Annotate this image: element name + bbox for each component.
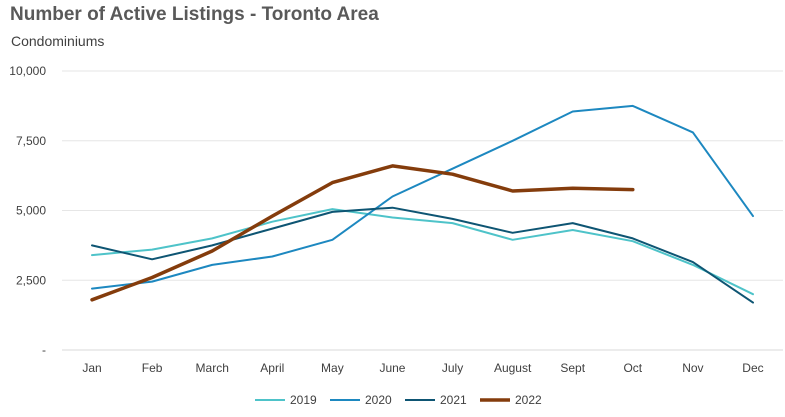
y-tick-label: 2,500 <box>16 273 46 287</box>
x-tick-label: April <box>260 361 284 375</box>
series-line-2020 <box>91 104 754 290</box>
y-tick-label: 5,000 <box>16 204 46 218</box>
series-line-2021 <box>91 206 754 304</box>
series-line-2019 <box>91 208 754 296</box>
gridlines <box>62 70 783 351</box>
y-tick-label: 7,500 <box>16 134 46 148</box>
y-tick-label: - <box>42 343 46 357</box>
x-tick-label: May <box>321 361 344 375</box>
series-line-2022 <box>90 164 635 302</box>
x-tick-label: Feb <box>142 361 163 375</box>
legend-label-2022: 2022 <box>515 393 542 407</box>
legend-label-2021: 2021 <box>440 393 467 407</box>
x-tick-label: Dec <box>742 361 763 375</box>
x-tick-label: Nov <box>682 361 703 375</box>
x-tick-label: Sept <box>560 361 585 375</box>
y-tick-label: 10,000 <box>9 64 46 78</box>
chart-title: Number of Active Listings - Toronto Area <box>10 4 379 25</box>
chart-subtitle: Condominiums <box>11 33 105 49</box>
series-lines <box>90 104 754 304</box>
x-tick-label: Jan <box>82 361 101 375</box>
legend-label-2019: 2019 <box>290 393 317 407</box>
x-axis-ticks: Jan Feb March April May June July August Sept Oct… <box>82 361 763 375</box>
x-tick-label: March <box>196 361 229 375</box>
x-tick-label: June <box>379 361 405 375</box>
y-axis-ticks: - 2,500 5,000 7,500 10,000 <box>9 64 46 357</box>
x-tick-label: July <box>442 361 463 375</box>
x-tick-label: August <box>494 361 532 375</box>
legend: 2019 2020 2021 2022 <box>255 393 542 407</box>
x-tick-label: Oct <box>623 361 642 375</box>
legend-label-2020: 2020 <box>365 393 392 407</box>
